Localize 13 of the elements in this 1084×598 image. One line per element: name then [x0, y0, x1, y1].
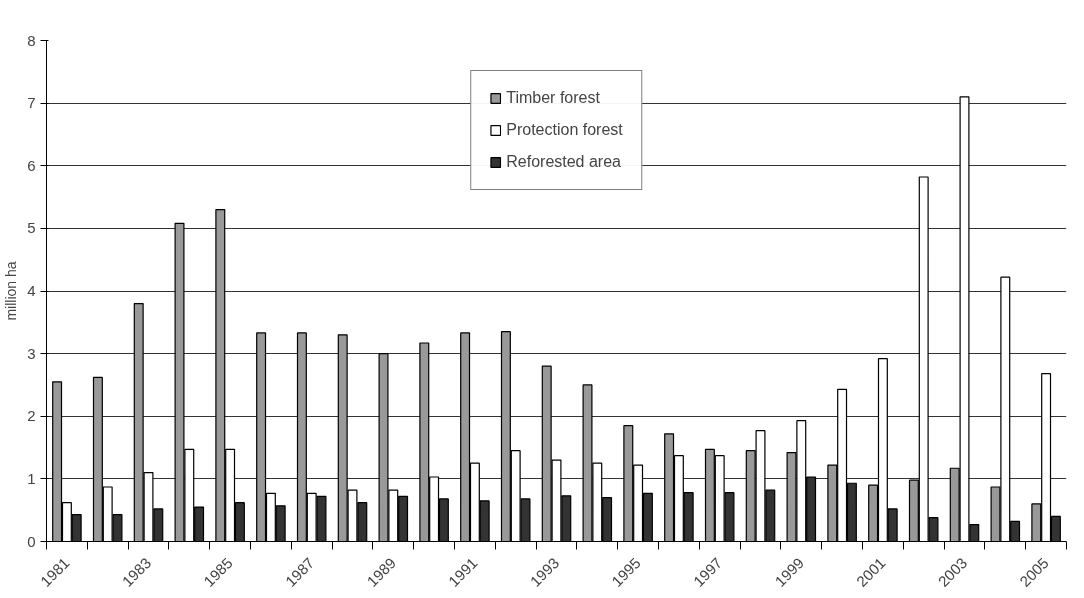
- y-tick-label: 1: [27, 469, 36, 487]
- y-tick-label: 8: [27, 31, 36, 49]
- legend-label: Reforested area: [506, 153, 621, 171]
- y-axis-title: million ha: [3, 261, 20, 321]
- y-tick-label: 4: [27, 282, 36, 299]
- y-tick-label: 7: [27, 94, 36, 112]
- legend-label: Timber forest: [506, 89, 600, 107]
- y-tick-label: 2: [27, 407, 36, 425]
- y-tick-label: 6: [27, 156, 36, 174]
- y-tick-label: 0: [27, 532, 36, 550]
- legend-label: Protection forest: [506, 121, 623, 139]
- y-tick-label: 5: [27, 219, 36, 237]
- y-tick-label: 3: [27, 344, 36, 362]
